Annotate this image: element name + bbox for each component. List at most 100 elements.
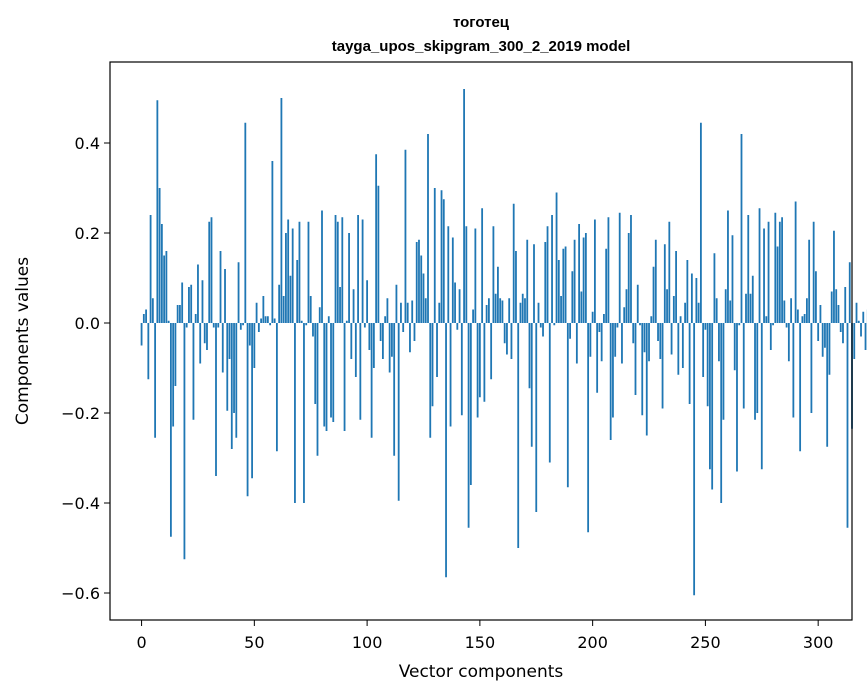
- bar-257: [720, 323, 723, 503]
- bar-255: [715, 298, 718, 323]
- bar-222: [641, 323, 644, 416]
- bar-273: [756, 323, 759, 413]
- bar-202: [596, 323, 599, 393]
- bar-272: [754, 323, 756, 420]
- bar-142: [460, 323, 463, 416]
- x-tick-label: 300: [803, 633, 834, 652]
- bar-271: [751, 275, 754, 323]
- bar-190: [569, 323, 571, 339]
- bar-123: [418, 239, 420, 323]
- bar-135: [445, 323, 447, 578]
- x-tick-label: 50: [244, 633, 264, 652]
- bar-163: [508, 298, 511, 323]
- bar-161: [503, 323, 506, 344]
- bar-104: [375, 154, 378, 323]
- bar-117: [404, 149, 407, 323]
- bar-302: [821, 323, 824, 357]
- bar-238: [677, 323, 680, 375]
- bar-136: [447, 226, 450, 323]
- bar-230: [659, 323, 662, 359]
- bar-236: [672, 296, 675, 323]
- bar-297: [810, 323, 813, 413]
- bar-286: [785, 323, 788, 328]
- bar-186: [560, 296, 562, 323]
- bar-2: [145, 309, 147, 323]
- bar-268: [745, 293, 747, 323]
- bar-147: [472, 309, 475, 323]
- bar-33: [215, 323, 217, 476]
- bar-70: [298, 221, 301, 323]
- bar-227: [652, 266, 655, 323]
- bar-183: [553, 323, 556, 326]
- bar-1: [142, 314, 145, 323]
- bar-313: [846, 323, 849, 528]
- bar-23: [192, 323, 195, 420]
- bar-111: [391, 323, 393, 357]
- bar-100: [366, 280, 369, 323]
- bar-108: [384, 316, 387, 323]
- x-tick-label: 150: [465, 633, 496, 652]
- bar-126: [424, 298, 427, 323]
- bar-50: [253, 323, 256, 368]
- bar-199: [589, 323, 592, 357]
- bar-244: [690, 273, 693, 323]
- bar-85: [332, 323, 335, 422]
- y-tick-label: −0.6: [61, 584, 100, 603]
- bar-277: [765, 316, 768, 323]
- bar-234: [668, 221, 671, 323]
- bar-28: [203, 323, 206, 344]
- bar-87: [336, 221, 339, 323]
- bar-148: [474, 228, 477, 323]
- bar-113: [395, 284, 398, 323]
- bar-253: [711, 323, 714, 490]
- bar-156: [492, 226, 495, 323]
- bar-78: [316, 323, 319, 456]
- bar-10: [163, 255, 166, 323]
- bar-24: [194, 314, 197, 323]
- bar-69: [296, 260, 299, 323]
- bar-206: [605, 248, 608, 323]
- bar-258: [722, 323, 725, 420]
- bar-187: [562, 248, 565, 323]
- bar-4: [149, 215, 152, 323]
- bar-318: [857, 320, 860, 323]
- bar-38: [226, 323, 229, 411]
- bar-73: [305, 323, 308, 326]
- bar-168: [519, 302, 522, 323]
- bar-66: [289, 275, 292, 323]
- bar-209: [612, 323, 614, 418]
- bar-59: [273, 318, 276, 323]
- bar-201: [593, 219, 596, 323]
- bar-57: [269, 323, 272, 326]
- bar-150: [478, 323, 481, 398]
- bar-15: [174, 323, 177, 386]
- bar-60: [275, 323, 278, 452]
- y-tick-label: 0.2: [75, 224, 100, 243]
- bar-182: [551, 215, 553, 323]
- bar-229: [657, 323, 659, 341]
- bar-46: [244, 122, 247, 323]
- bar-133: [440, 190, 443, 323]
- bar-164: [510, 323, 513, 359]
- bar-6: [154, 323, 157, 438]
- y-tick-label: −0.4: [61, 494, 100, 513]
- bar-48: [248, 323, 251, 346]
- bar-49: [251, 323, 253, 479]
- bar-158: [497, 266, 499, 323]
- bar-8: [158, 188, 161, 323]
- bar-144: [465, 226, 468, 323]
- bar-249: [702, 323, 705, 377]
- bar-292: [799, 323, 802, 452]
- bar-216: [627, 233, 630, 323]
- bar-143: [463, 89, 465, 323]
- bar-239: [679, 316, 682, 323]
- bar-76: [312, 323, 314, 337]
- bar-118: [406, 302, 409, 323]
- bar-308: [835, 289, 838, 323]
- bar-282: [776, 246, 779, 323]
- bar-169: [521, 293, 524, 323]
- bar-103: [372, 323, 375, 368]
- bar-140: [456, 323, 459, 330]
- bar-307: [833, 230, 835, 323]
